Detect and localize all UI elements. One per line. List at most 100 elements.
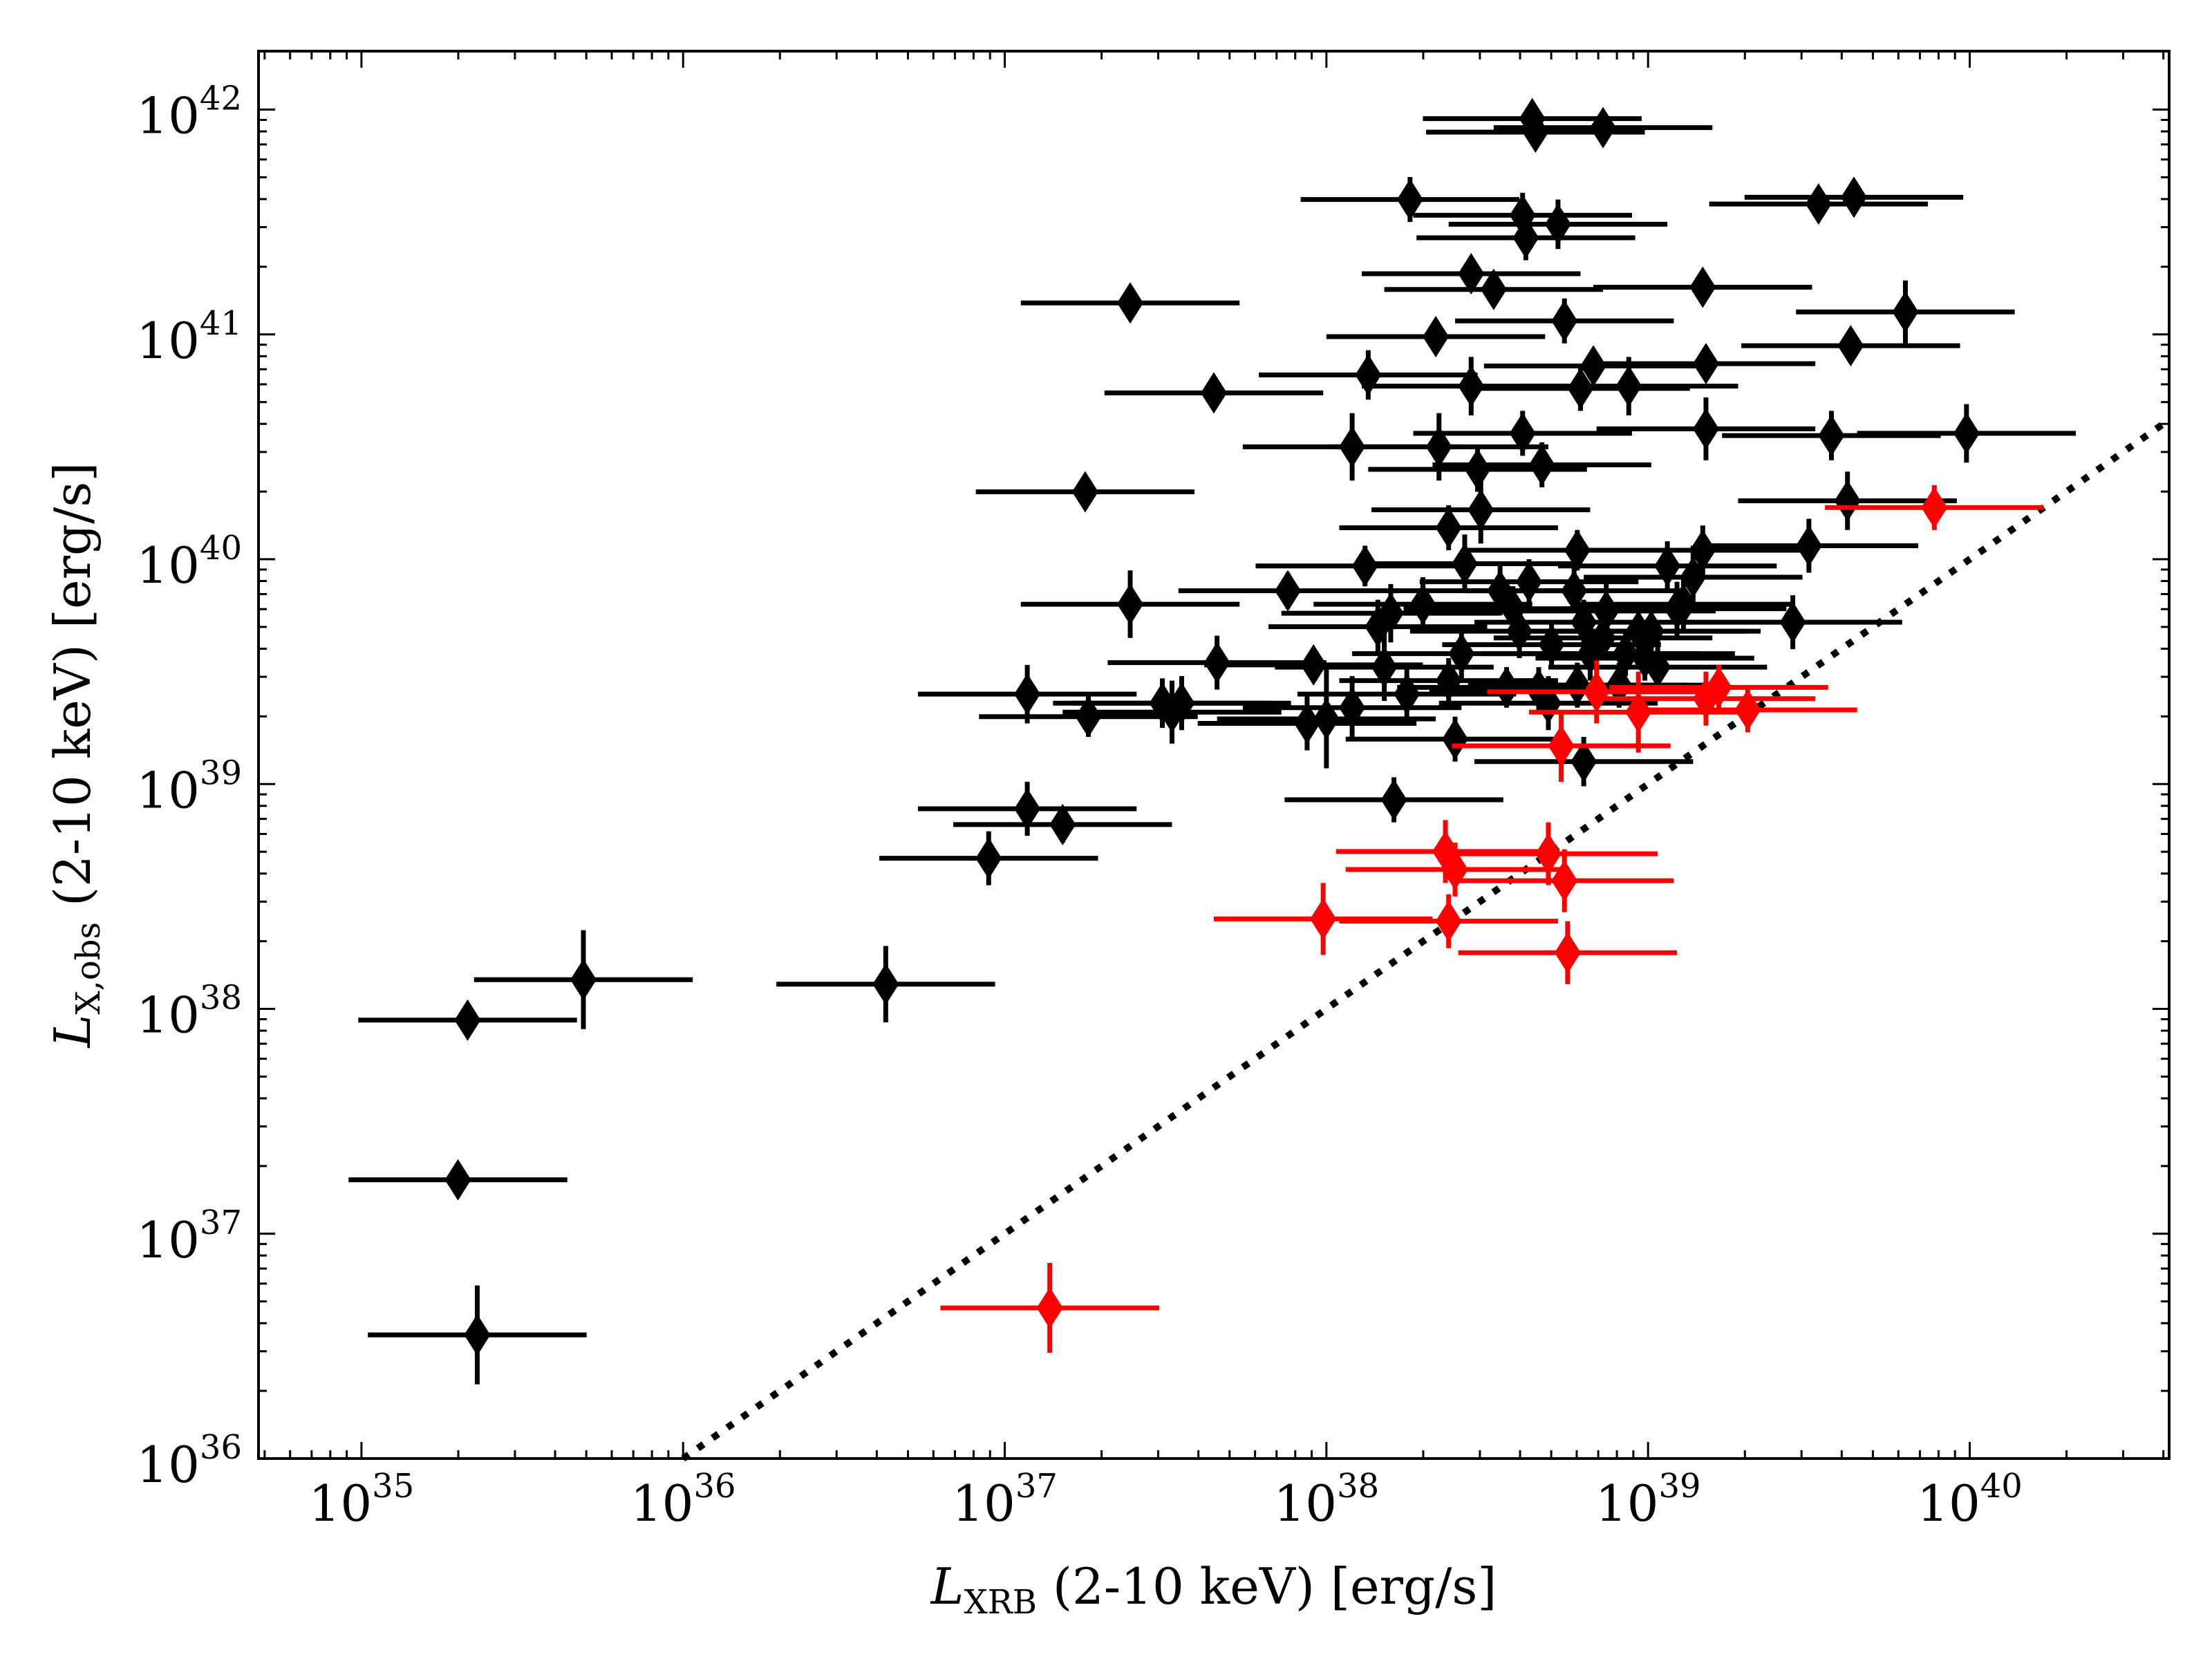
data-point: [1451, 543, 1478, 585]
series-red: [940, 485, 2044, 1353]
data-point: [1512, 216, 1539, 259]
data-point: [1818, 415, 1845, 457]
data-point: [1117, 583, 1144, 626]
axis-ticks: 1035 1036 1037 1038 1039 10401036103710381039…: [136, 51, 2169, 1533]
data-point: [1590, 617, 1617, 659]
y-tick-base: 10: [136, 536, 200, 594]
data-point: [1509, 412, 1536, 454]
data-point: [1734, 688, 1761, 731]
data-point: [1458, 252, 1485, 294]
data-point: [1516, 561, 1543, 603]
y-tick-power: 40: [200, 529, 242, 568]
data-point: [1168, 682, 1195, 724]
data-point: [1551, 860, 1578, 902]
y-tick-power: 41: [200, 304, 242, 343]
x-axis-label: LXRB (2-10 keV) [erg/s]: [930, 1557, 1497, 1622]
data-point: [1953, 412, 1980, 454]
x-tick-label: 1038: [1274, 1467, 1380, 1533]
data-point: [1409, 583, 1436, 626]
data-point: [1355, 354, 1382, 396]
y-tick-label: 1037: [136, 1203, 242, 1269]
data-point: [872, 963, 899, 1005]
y-tick-base: 10: [136, 986, 200, 1044]
data-point: [1692, 408, 1719, 450]
y-tick-power: 36: [200, 1428, 242, 1467]
y-tick-label: 1042: [136, 79, 242, 145]
x-tick-power: 38: [1337, 1467, 1379, 1506]
data-point: [1275, 570, 1302, 612]
data-point: [1548, 724, 1575, 767]
x-tick-base: 10: [1274, 1474, 1338, 1533]
data-point: [1692, 343, 1719, 385]
data-point: [1580, 345, 1607, 387]
x-tick-label: 1036: [630, 1467, 736, 1533]
data-point: [1564, 529, 1591, 572]
data-point: [1571, 740, 1597, 782]
data-point: [444, 1159, 471, 1201]
data-point: [1425, 426, 1452, 468]
y-tick-power: 38: [200, 979, 242, 1018]
data-point: [1834, 480, 1861, 522]
y-tick-label: 1040: [136, 529, 242, 594]
data-point: [1689, 266, 1716, 308]
data-point: [570, 959, 597, 1001]
data-point: [1014, 673, 1041, 715]
data-point: [1680, 556, 1707, 599]
data-point: [1705, 666, 1732, 709]
data-point: [1380, 779, 1407, 821]
data-point: [1371, 646, 1398, 688]
y-tick-base: 10: [136, 1436, 200, 1494]
data-point: [1551, 300, 1578, 342]
x-tick-power: 35: [372, 1467, 414, 1506]
y-tick-label: 1036: [136, 1428, 242, 1494]
y-tick-base: 10: [136, 1211, 200, 1269]
data-point: [1590, 106, 1617, 149]
y-tick-base: 10: [136, 761, 200, 819]
x-tick-base: 10: [1595, 1474, 1659, 1533]
data-point: [1631, 637, 1658, 679]
data-point: [1840, 176, 1867, 218]
data-point: [1049, 803, 1076, 845]
data-point: [1561, 570, 1588, 612]
data-point: [1075, 695, 1102, 738]
y-tick-power: 39: [200, 753, 242, 792]
data-point: [1441, 718, 1468, 760]
data-point: [1528, 444, 1555, 486]
data-point: [1583, 671, 1610, 713]
x-tick-power: 37: [1015, 1467, 1058, 1506]
data-point: [1921, 487, 1948, 529]
data-point: [1464, 448, 1491, 490]
data-point: [1837, 325, 1864, 367]
data-point: [1036, 1287, 1063, 1329]
data-point: [1805, 183, 1832, 225]
data-point: [1468, 489, 1494, 531]
y-tick-label: 1041: [136, 304, 242, 370]
series-black: [348, 97, 2077, 1385]
data-point: [1522, 111, 1549, 153]
data-point: [1480, 268, 1507, 310]
data-point: [1071, 471, 1098, 513]
data-point: [1014, 788, 1041, 830]
data-point: [1795, 525, 1822, 567]
plot-area-frame: [257, 50, 2171, 1460]
x-tick-base: 10: [309, 1474, 373, 1533]
data-point: [1535, 833, 1562, 875]
x-tick-label: 1040: [1917, 1467, 2023, 1533]
y-tick-label: 1039: [136, 753, 242, 819]
x-tick-base: 10: [1917, 1474, 1980, 1533]
reference-line-one-to-one: [681, 417, 2171, 1462]
data-point: [1201, 372, 1227, 414]
data-point: [1339, 686, 1366, 729]
data-point: [1779, 601, 1806, 644]
x-tick-label: 1037: [952, 1467, 1058, 1533]
data-point: [1689, 529, 1716, 572]
x-tick-base: 10: [630, 1474, 694, 1533]
data-point: [1554, 932, 1581, 974]
y-tick-power: 37: [200, 1203, 242, 1242]
data-point: [1293, 702, 1320, 744]
data-point: [1394, 673, 1421, 715]
data-point: [1396, 178, 1423, 221]
data-point: [1423, 316, 1450, 358]
data-point: [464, 1314, 491, 1356]
